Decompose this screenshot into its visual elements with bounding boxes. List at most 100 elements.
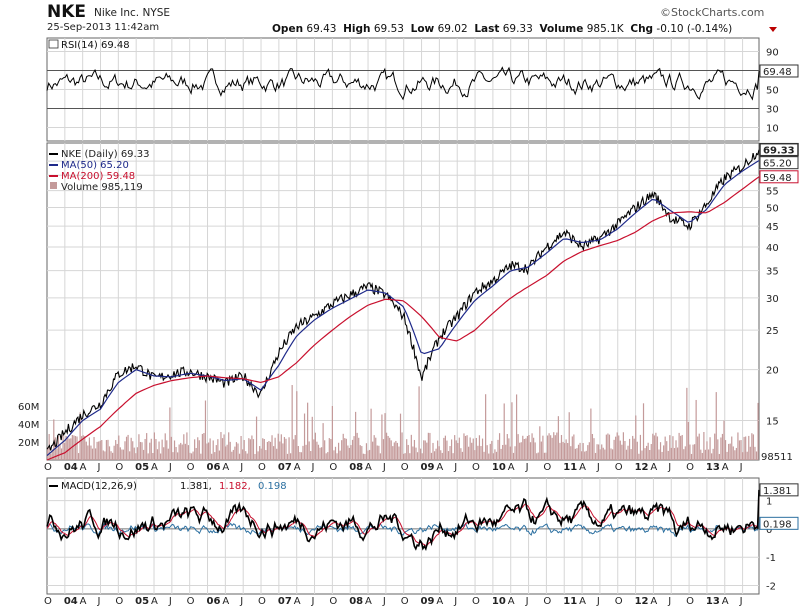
volume-bar: [64, 443, 66, 460]
x-axis-upper-label: O: [472, 462, 480, 473]
volume-bar: [449, 446, 451, 460]
volume-bar: [689, 444, 691, 460]
x-axis-upper-label: J: [168, 462, 172, 473]
volume-bar: [489, 443, 491, 460]
volume-bar: [686, 387, 688, 460]
volume-bar: [406, 439, 408, 460]
symbol-title: NKE: [47, 2, 87, 22]
volume-bar: [238, 453, 241, 460]
volume-bar: [556, 432, 558, 460]
x-axis-lower-label: J: [453, 596, 457, 606]
volume-bar: [379, 453, 381, 460]
macd-line: [46, 489, 760, 551]
stockcharts-watermark[interactable]: ©StockCharts.com: [660, 6, 765, 19]
volume-bar: [709, 437, 711, 460]
ma50-last-value: 65.20: [763, 159, 792, 170]
x-axis-lower-label: 06: [207, 596, 221, 606]
volume-bar: [141, 442, 143, 460]
ma200-last-box: [759, 170, 799, 184]
volume-bar: [690, 453, 693, 460]
x-axis-upper-label: J: [739, 462, 743, 473]
volume-bar: [464, 435, 467, 460]
volume-bar: [164, 433, 166, 460]
volume-bar: [200, 453, 202, 460]
volume-bar: [373, 435, 375, 460]
volume-bar: [721, 433, 724, 460]
volume-bar: [492, 453, 494, 460]
volume-bar: [194, 439, 196, 460]
volume-bar: [550, 435, 552, 460]
timestamp: 25-Sep-2013 11:42am: [47, 22, 160, 33]
volume-bar: [70, 438, 72, 460]
volume-bar: [221, 438, 224, 460]
x-axis-upper-label: 08: [349, 462, 363, 473]
volume-bar: [416, 452, 419, 460]
x-axis-lower-label: O: [686, 596, 694, 606]
volume-bar: [534, 442, 536, 460]
volume-bar: [122, 449, 125, 460]
volume-bar: [376, 445, 378, 460]
open-label: Open: [272, 23, 304, 35]
x-axis-lower-label: 10: [492, 596, 506, 606]
volume-bar: [420, 448, 422, 460]
volume-bar: [364, 453, 366, 460]
volume-bar: [636, 441, 638, 460]
volume-bar: [670, 447, 672, 460]
ma50-line: [46, 160, 760, 457]
x-axis-upper-label: O: [44, 462, 52, 473]
volume-bar: [232, 449, 234, 460]
volume-bar: [74, 436, 77, 460]
volume-bar: [356, 432, 358, 460]
volume-bar: [50, 453, 52, 460]
x-axis-upper-label: 10: [492, 462, 506, 473]
x-axis-upper-label: 13: [706, 462, 720, 473]
volume-bar: [429, 432, 431, 460]
volume-bar: [259, 446, 261, 460]
volume-bar: [525, 438, 527, 460]
volume-bar: [559, 442, 561, 460]
volume-bar: [372, 441, 374, 460]
volume-bar: [409, 453, 411, 460]
volume-bar: [337, 442, 340, 460]
volume-bar: [485, 394, 487, 460]
rsi-line: [46, 66, 760, 101]
volume-bar: [475, 437, 477, 460]
volume-bar: [618, 435, 620, 460]
volume-bar: [339, 450, 341, 460]
volume-tick-label: 40M: [18, 420, 39, 431]
volume-bar: [574, 448, 577, 460]
last-value: 69.33: [502, 23, 533, 35]
volume-bar: [215, 445, 217, 460]
x-axis-lower-label: 07: [278, 596, 292, 606]
volume-bar: [91, 448, 94, 460]
volume-bar: [471, 442, 473, 460]
volume-bar: [361, 446, 363, 460]
volume-bar: [392, 446, 394, 460]
x-axis-lower-label: O: [258, 596, 266, 606]
volume-bar: [478, 435, 481, 460]
rsi-last-box: [759, 64, 799, 78]
volume-legend-swatch: [50, 182, 57, 189]
volume-bar: [491, 440, 493, 460]
volume-bar: [438, 446, 440, 460]
volume-bar: [156, 449, 159, 460]
volume-bar: [286, 453, 289, 460]
x-axis-lower-label: 11: [563, 596, 577, 606]
volume-bar: [723, 420, 725, 460]
high-value: 69.53: [373, 23, 404, 35]
macd-last-box: [759, 483, 799, 497]
volume-bar: [269, 441, 272, 460]
volume-bar: [149, 442, 151, 460]
volume-bar: [390, 440, 392, 460]
volume-bar: [387, 435, 389, 460]
x-axis-lower-label: J: [239, 596, 243, 606]
volume-bar: [276, 448, 278, 460]
volume-bar: [630, 449, 632, 460]
macd-histogram-line: [46, 522, 760, 537]
volume-bar: [523, 438, 525, 460]
volume-bar: [577, 444, 580, 460]
volume-bar: [254, 453, 256, 460]
volume-bar: [367, 450, 369, 460]
x-axis-lower-label: A: [222, 596, 229, 606]
volume-bar: [166, 440, 168, 460]
